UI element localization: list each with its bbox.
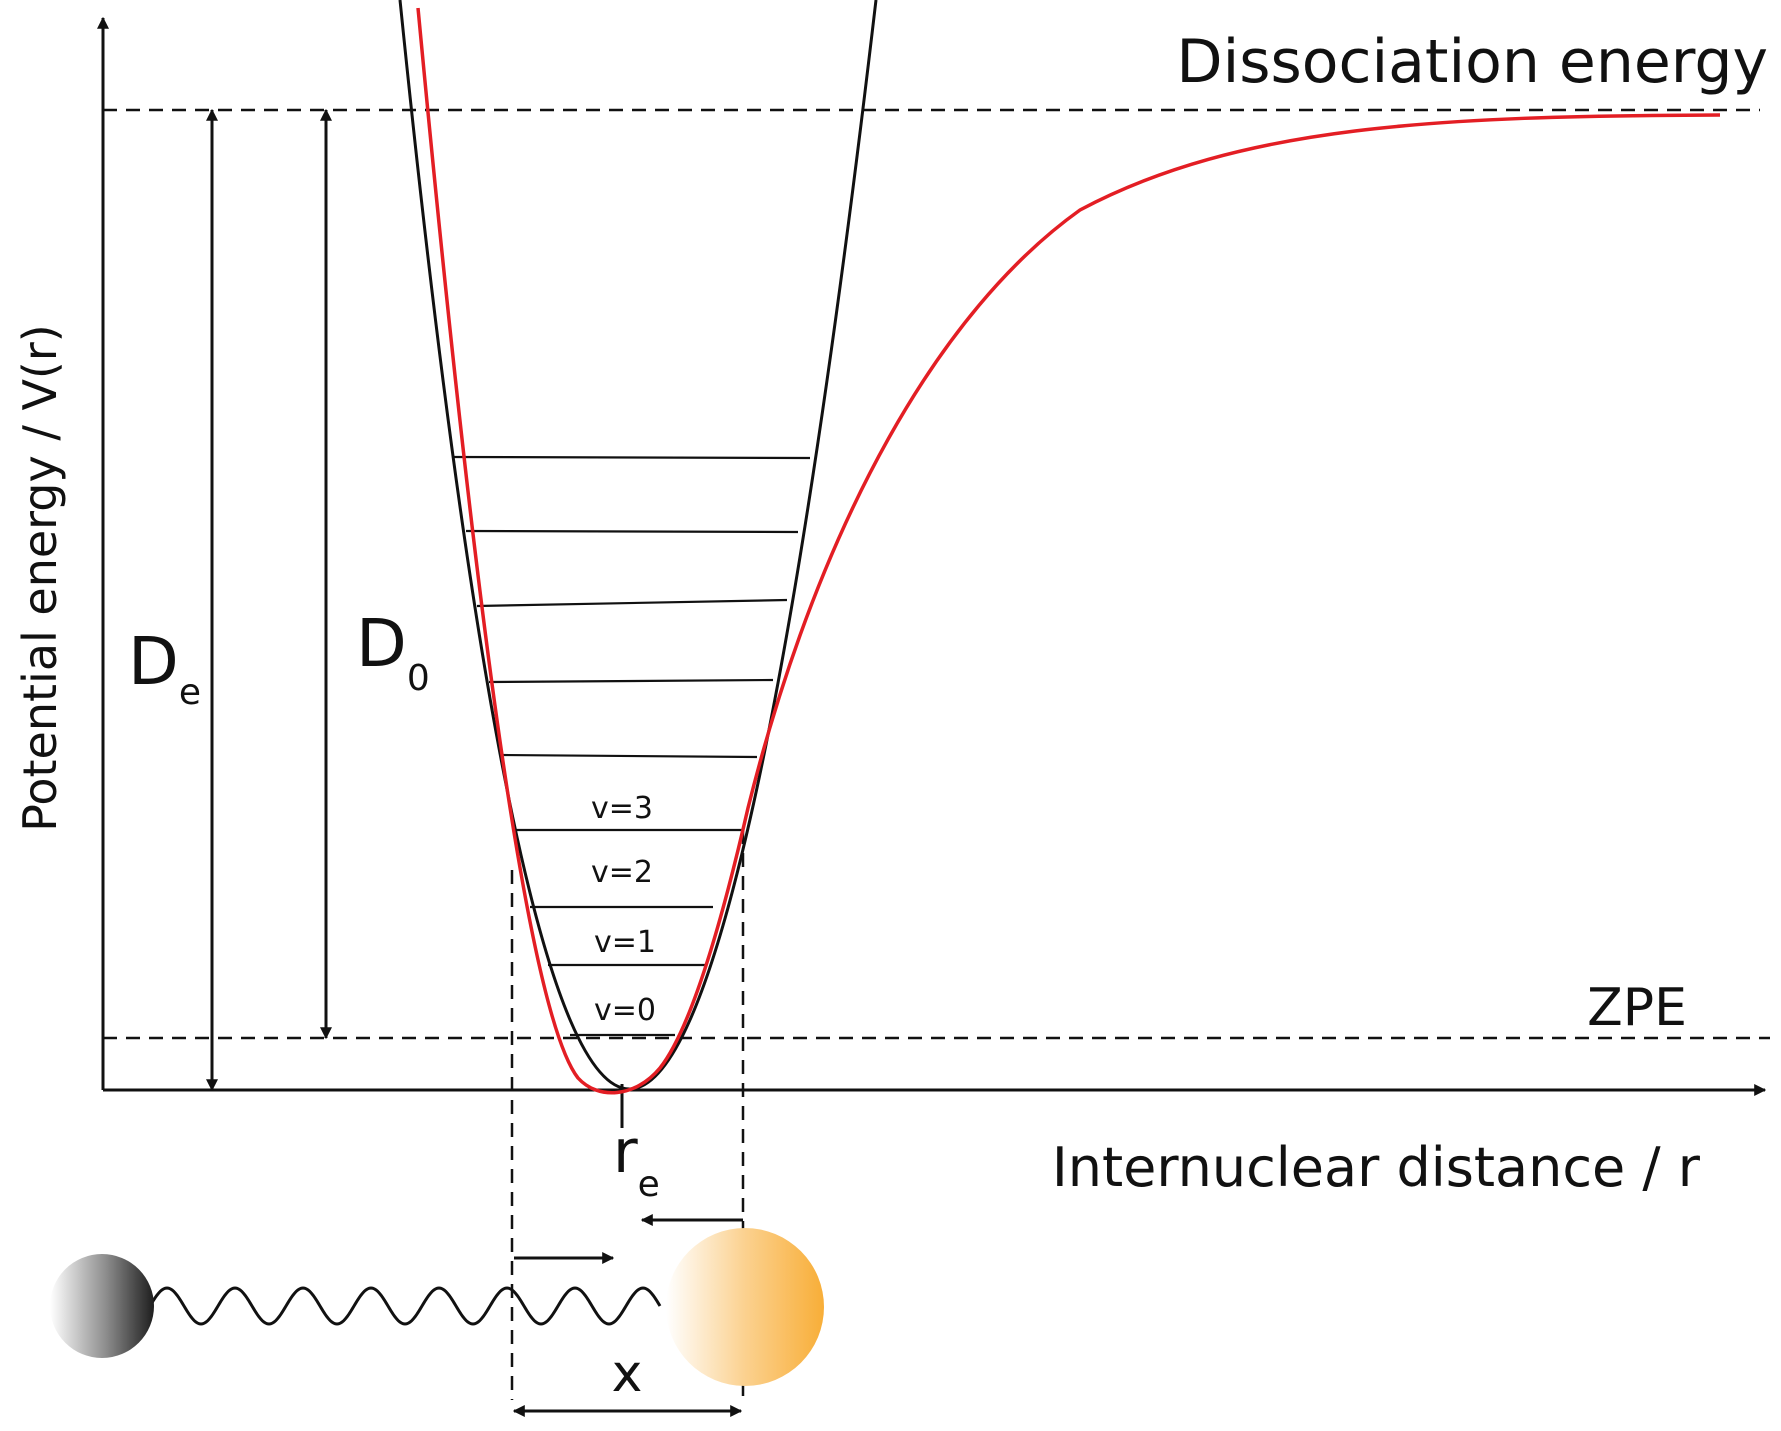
level-line — [476, 598, 788, 608]
morse-potential-curve — [416, 7, 1721, 1095]
zpe-label: ZPE — [1587, 978, 1687, 1038]
dissociation-energy-label: Dissociation energy — [1176, 27, 1768, 97]
d0-subscript: 0 — [407, 658, 430, 699]
de-main: D — [128, 623, 179, 700]
re-subscript: e — [638, 1164, 660, 1205]
level-label-v2: v=2 — [591, 855, 653, 890]
level-line — [488, 678, 774, 684]
y-axis-label: Potential energy / V(r) — [13, 324, 67, 831]
level-line — [501, 753, 758, 759]
de-subscript: e — [179, 672, 201, 713]
de-label: De — [128, 623, 201, 713]
level-line — [452, 455, 811, 460]
re-label: re — [613, 1117, 660, 1205]
right-atom — [666, 1228, 824, 1386]
d0-main: D — [356, 605, 407, 682]
x-axis-label: Internuclear distance / r — [1052, 1136, 1701, 1199]
level-label-v3: v=3 — [591, 791, 653, 826]
spring — [148, 1286, 662, 1326]
left-atom — [50, 1254, 154, 1358]
level-label-v0: v=0 — [594, 993, 656, 1028]
x-displacement-label: x — [612, 1344, 643, 1404]
vibrational-levels — [452, 455, 811, 1037]
level-line — [465, 529, 799, 534]
level-label-v1: v=1 — [594, 925, 656, 960]
d0-label: D0 — [356, 605, 430, 699]
re-main: r — [613, 1117, 638, 1187]
